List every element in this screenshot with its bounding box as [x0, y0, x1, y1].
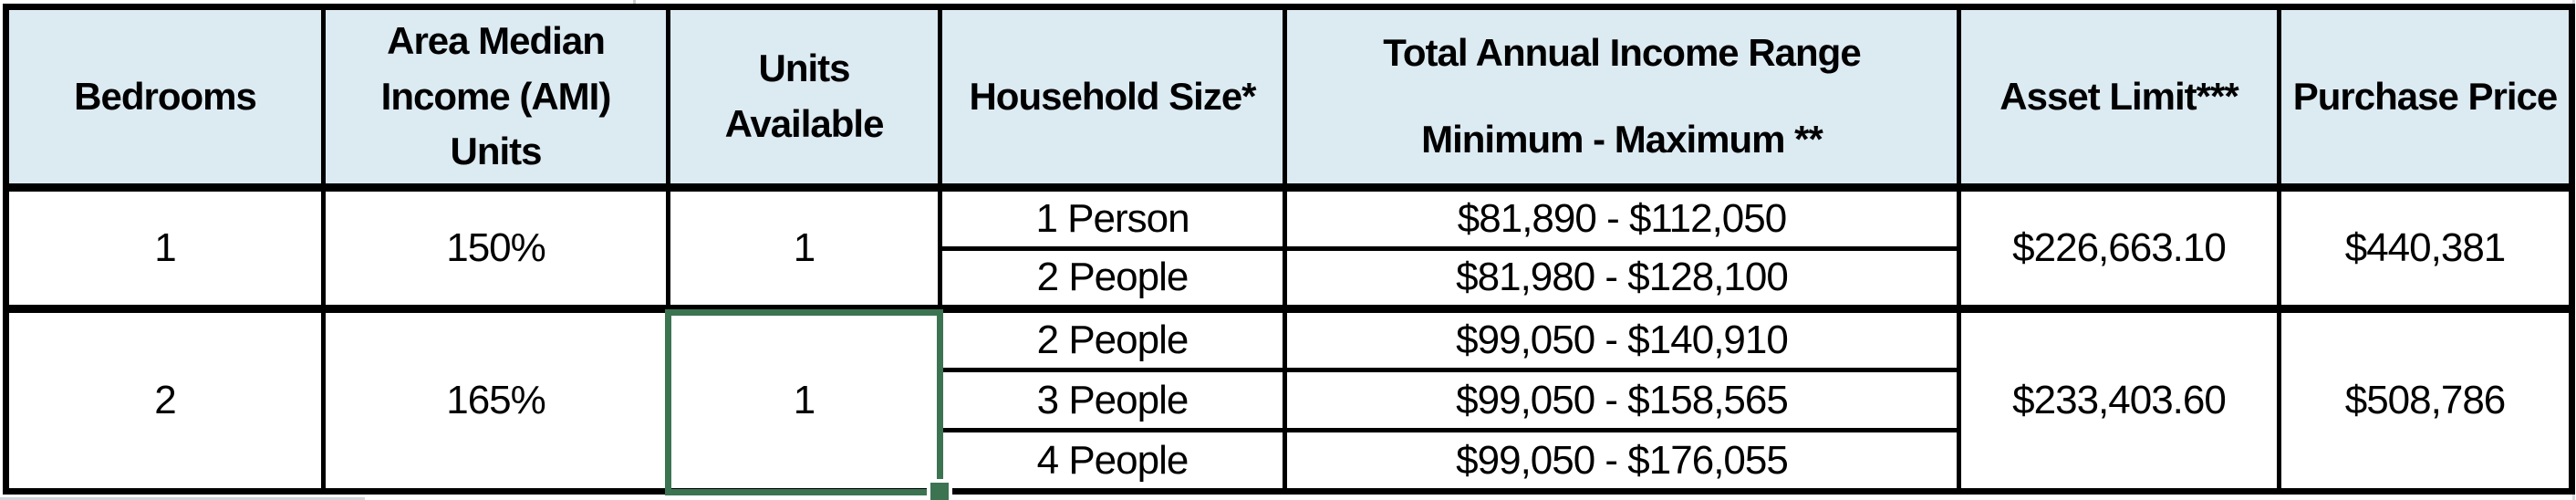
cell-income-range[interactable]: $99,050 - $140,910: [1283, 307, 1961, 372]
header-cell-units-available[interactable]: Units Available: [666, 5, 942, 192]
cell-income-range[interactable]: $99,050 - $158,565: [1283, 367, 1961, 433]
header-cell-income-range[interactable]: Total Annual Income Range Minimum - Maxi…: [1283, 5, 1961, 192]
header-line: Units: [758, 47, 851, 90]
header-cell-ami-units[interactable]: Area Median Income (AMI) Units: [321, 5, 670, 192]
row-2br-2people: 2 165% 1 2 People $99,050 - $140,910 $23…: [4, 307, 2574, 500]
cell-purchase-price-2br[interactable]: $508,786: [2277, 307, 2574, 494]
cell-household-size[interactable]: 2 People: [938, 307, 1287, 372]
cell-income-range[interactable]: $81,980 - $128,100: [1283, 245, 1961, 314]
header-line: Total Annual Income Range: [1383, 31, 1861, 75]
income-limits-table: Bedrooms Area Median Income (AMI) Units …: [3, 4, 2575, 500]
header-line: Available: [724, 102, 885, 145]
cell-value: 1: [793, 378, 816, 423]
cell-ami-percent-2br[interactable]: 165%: [321, 307, 670, 494]
cell-asset-limit-1br[interactable]: $226,663.10: [1957, 184, 2281, 314]
cell-income-range[interactable]: $99,050 - $176,055: [1283, 428, 1961, 494]
excel-gridline-stub-top: [633, 0, 636, 5]
header-line: Income (AMI): [380, 74, 612, 118]
cell-household-size[interactable]: 4 People: [938, 428, 1287, 494]
header-cell-bedrooms[interactable]: Bedrooms: [4, 5, 326, 192]
cell-income-range[interactable]: $81,890 - $112,050: [1283, 185, 1961, 251]
cell-purchase-price-1br[interactable]: $440,381: [2277, 184, 2574, 314]
header-line: Minimum - Maximum **: [1421, 118, 1823, 161]
row-2br-3people: 3 People $99,050 - $158,565: [6, 367, 2572, 433]
row-1br-1person: 1 150% 1 1 Person $81,890 - $112,050 $22…: [4, 184, 2574, 314]
row-1br-2people: 2 People $81,980 - $128,100: [6, 245, 2572, 314]
header-row: Bedrooms Area Median Income (AMI) Units …: [4, 5, 2574, 192]
cell-units-available-2br-selected[interactable]: 1: [665, 307, 952, 500]
header-line: Area Median: [387, 18, 606, 62]
cell-asset-limit-2br[interactable]: $233,403.60: [1957, 307, 2281, 494]
cell-units-available-1br[interactable]: 1: [666, 184, 942, 314]
row-2br-4people: 4 People $99,050 - $176,055: [6, 428, 2572, 494]
header-cell-asset-limit[interactable]: Asset Limit***: [1957, 5, 2281, 192]
excel-gridline-stub-bottom: [0, 497, 365, 500]
cell-household-size[interactable]: 2 People: [938, 245, 1287, 314]
cell-bedrooms-2br[interactable]: 2: [4, 307, 326, 494]
cell-bedrooms-1br[interactable]: 1: [4, 184, 326, 314]
header-cell-household-size[interactable]: Household Size*: [938, 5, 1287, 192]
header-cell-purchase-price[interactable]: Purchase Price: [2277, 5, 2574, 192]
cell-household-size[interactable]: 3 People: [938, 367, 1287, 433]
selection-fill-handle[interactable]: [927, 479, 952, 500]
cell-household-size[interactable]: 1 Person: [938, 185, 1287, 251]
header-line: Units: [450, 130, 543, 173]
cell-ami-percent-1br[interactable]: 150%: [321, 184, 670, 314]
